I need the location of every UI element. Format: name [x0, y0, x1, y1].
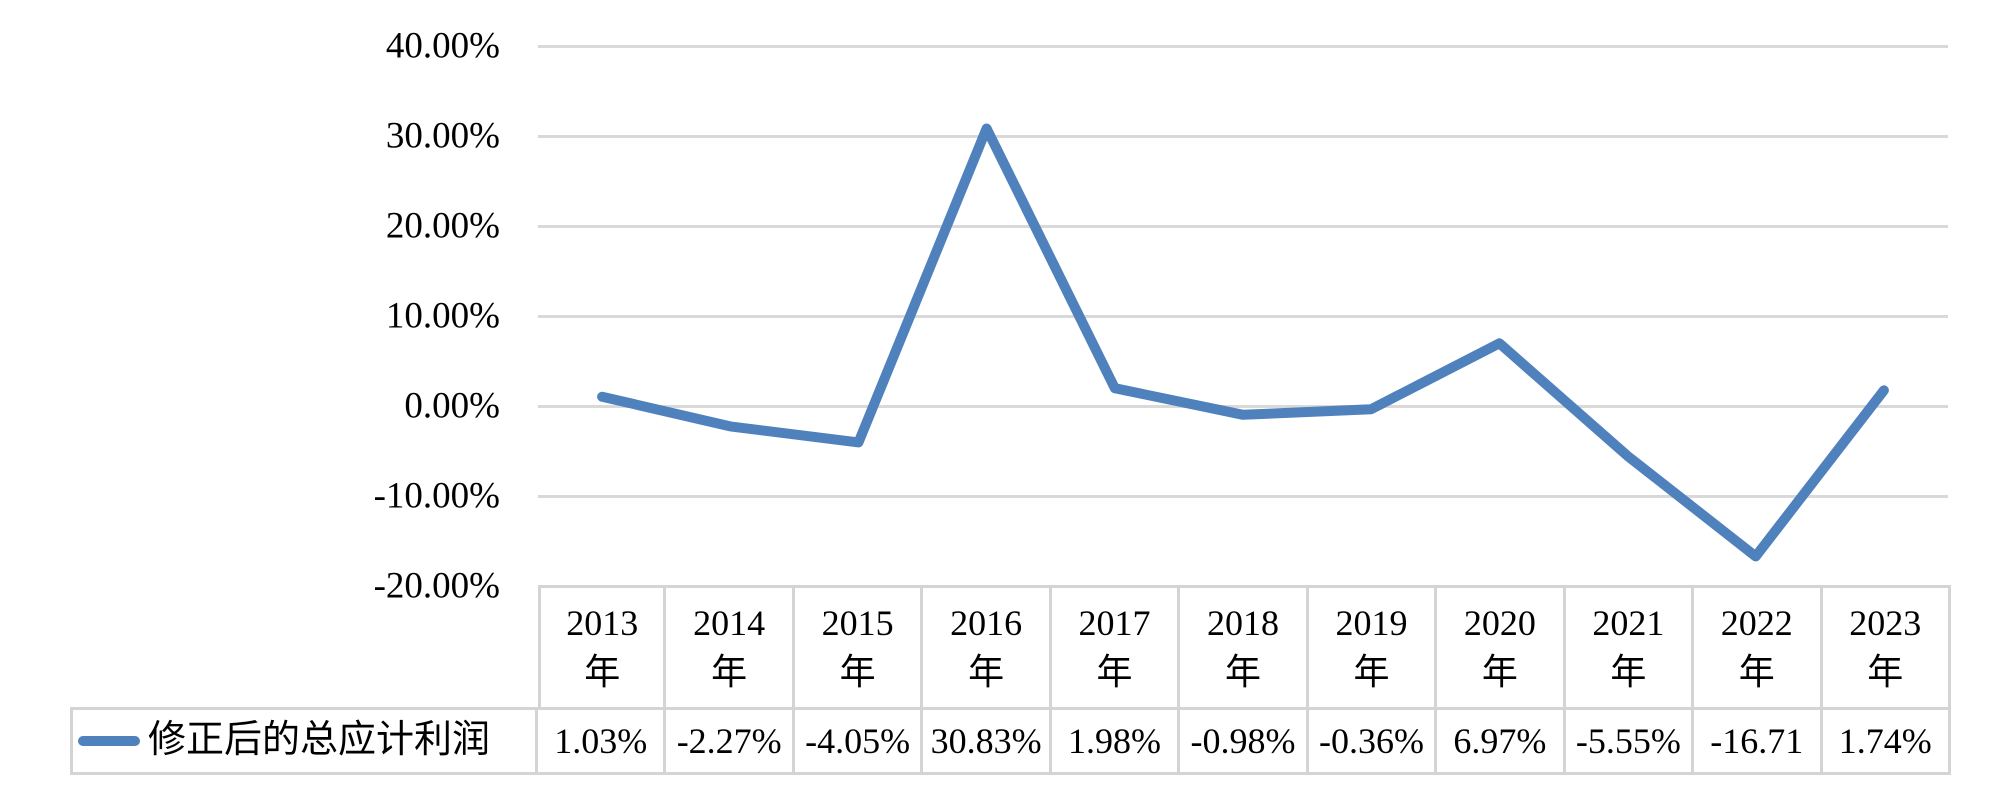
year-number-label: 2018 [1206, 602, 1279, 643]
gridline [538, 315, 1948, 318]
year-header-cell: 2019 年 [1308, 585, 1438, 707]
year-number-label: 2019 [1335, 602, 1408, 643]
year-header-cell: 2023 年 [1822, 585, 1951, 707]
year-suffix-label: 年 [1481, 651, 1518, 692]
year-header-cell: 2014 年 [666, 585, 795, 707]
year-header-cell: 2018 年 [1180, 585, 1309, 707]
year-number-label: 2021 [1592, 602, 1665, 643]
y-axis-tick-label: 20.00% [385, 205, 500, 247]
year-number-label: 2023 [1849, 602, 1922, 643]
gridline [538, 135, 1948, 138]
value-cell: -4.05% [794, 707, 924, 775]
year-header-cell: 2017 年 [1051, 585, 1181, 707]
year-suffix-label: 年 [968, 651, 1005, 692]
year-header-cell: 2021 年 [1565, 585, 1695, 707]
year-suffix-label: 年 [1224, 651, 1261, 692]
year-number-label: 2020 [1463, 602, 1536, 643]
year-number-label: 2016 [950, 602, 1023, 643]
year-suffix-label: 年 [711, 651, 748, 692]
y-axis-labels: 40.00% 30.00% 20.00% 10.00% 0.00% -10.00% -20.… [0, 28, 500, 605]
year-number-label: 2017 [1078, 602, 1151, 643]
year-header-cell: 2022 年 [1694, 585, 1823, 707]
plot-area [538, 45, 1948, 586]
gridline [538, 495, 1948, 498]
year-header-cell: 2013 年 [538, 585, 667, 707]
value-cell: 1.98% [1051, 707, 1181, 775]
series-line-legend-marker [78, 736, 140, 746]
value-cell: -5.55% [1565, 707, 1695, 775]
value-cell: 30.83% [923, 707, 1052, 775]
year-number-label: 2022 [1720, 602, 1793, 643]
year-header-cell: 2020 年 [1437, 585, 1566, 707]
value-cell: 6.97% [1437, 707, 1566, 775]
gridline [538, 405, 1948, 408]
year-suffix-label: 年 [584, 651, 621, 692]
data-table: 修正后的总应计利润 2013 年 2014 年 2015 年 2016 年 2017 年 2018 年… [70, 585, 1951, 775]
value-cell: 1.03% [538, 707, 667, 775]
year-suffix-label: 年 [1353, 651, 1390, 692]
series-line [597, 123, 1889, 562]
value-cell: -2.27% [666, 707, 795, 775]
legend-cell: 修正后的总应计利润 [70, 707, 538, 775]
y-axis-tick-label: 40.00% [385, 25, 500, 67]
y-axis-tick-label: -10.00% [373, 475, 500, 517]
year-number-label: 2013 [566, 602, 639, 643]
year-suffix-label: 年 [1096, 651, 1133, 692]
value-cell: 1.74% [1822, 707, 1951, 775]
year-header-cell: 2016 年 [923, 585, 1052, 707]
value-cell: -0.36% [1308, 707, 1438, 775]
gridline [538, 45, 1948, 48]
y-axis-tick-label: 0.00% [404, 385, 500, 427]
y-axis-tick-label: 30.00% [385, 115, 500, 157]
table-corner-spacer [70, 585, 538, 707]
year-number-label: 2015 [821, 602, 894, 643]
year-header-cell: 2015 年 [794, 585, 924, 707]
year-number-label: 2014 [693, 602, 766, 643]
year-suffix-label: 年 [1610, 651, 1647, 692]
series-line-svg [597, 123, 1889, 562]
value-cell: -16.71 [1694, 707, 1823, 775]
y-axis-tick-label: 10.00% [385, 295, 500, 337]
year-suffix-label: 年 [1738, 651, 1775, 692]
year-suffix-label: 年 [839, 651, 876, 692]
y-axis-tick-label: -20.00% [373, 565, 500, 607]
gridline [538, 225, 1948, 228]
series-name-label: 修正后的总应计利润 [148, 719, 491, 762]
year-suffix-label: 年 [1867, 651, 1904, 692]
value-cell: -0.98% [1180, 707, 1309, 775]
